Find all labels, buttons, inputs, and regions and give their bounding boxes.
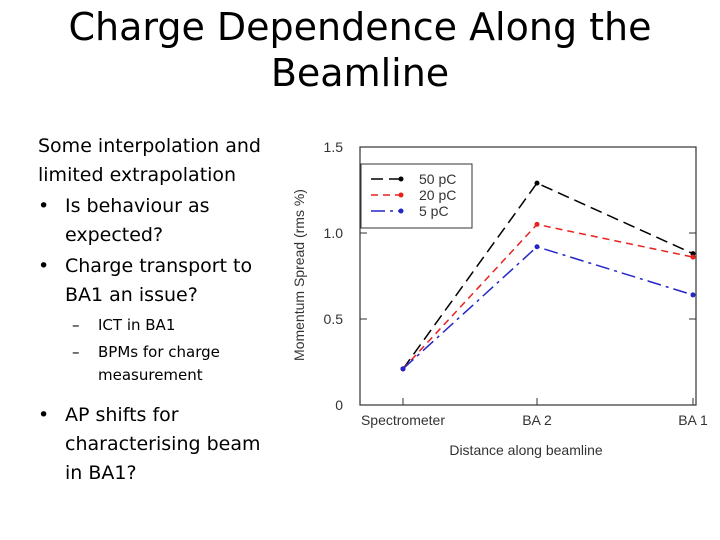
bullet-marker: • bbox=[38, 195, 50, 217]
bullet-marker: • bbox=[38, 404, 50, 426]
bullet-line-1: AP shifts for bbox=[65, 404, 179, 426]
y-tick-label: 0.5 bbox=[324, 311, 344, 327]
x-tick-label: BA 2 bbox=[522, 412, 552, 428]
subbullet-item: – BPMs for charge measurement bbox=[38, 341, 288, 387]
slide-title-line-2: Beamline bbox=[270, 51, 450, 95]
series-line bbox=[402, 223, 694, 370]
subbullet-line-2: measurement bbox=[98, 366, 203, 384]
intro-text: Some interpolation and limited extrapola… bbox=[38, 132, 288, 190]
data-point bbox=[400, 366, 406, 372]
subbullet-marker: – bbox=[72, 343, 80, 361]
bullet-line-1: Is behaviour as bbox=[65, 195, 210, 217]
plot-frame bbox=[359, 146, 697, 406]
data-point bbox=[690, 254, 696, 260]
y-tick-label: 0 bbox=[335, 397, 343, 413]
y-tick-label: 1.5 bbox=[324, 139, 344, 155]
data-point bbox=[690, 251, 696, 257]
data-point bbox=[534, 244, 540, 250]
legend-marker bbox=[398, 176, 404, 182]
bullet-line-3: in BA1? bbox=[65, 462, 137, 484]
subbullet-line-1: ICT in BA1 bbox=[98, 316, 176, 334]
x-axis-label: Distance along beamline bbox=[449, 442, 603, 458]
bullet-line-2: characterising beam bbox=[65, 433, 261, 455]
bullet-line-1: Charge transport to bbox=[65, 255, 253, 277]
intro-line-2: limited extrapolation bbox=[38, 164, 237, 186]
bullet-item: • Charge transport to BA1 an issue? bbox=[38, 252, 288, 310]
bullet-marker: • bbox=[38, 255, 50, 277]
y-tick-label: 1.0 bbox=[324, 225, 344, 241]
x-tick-label: BA 1 bbox=[678, 412, 708, 428]
intro-line-1: Some interpolation and bbox=[38, 135, 261, 157]
bullet-list: Some interpolation and limited extrapola… bbox=[38, 132, 288, 488]
legend-marker bbox=[398, 192, 404, 198]
subbullet-marker: – bbox=[72, 316, 80, 334]
legend-label: 5 pC bbox=[419, 203, 449, 219]
legend-label: 20 pC bbox=[419, 187, 456, 203]
series-line bbox=[402, 182, 694, 370]
subbullet-item: – ICT in BA1 bbox=[38, 314, 288, 337]
bullet-item: • Is behaviour as expected? bbox=[38, 192, 288, 250]
y-axis-label: Momentum Spread (rms %) bbox=[291, 189, 307, 361]
legend-marker bbox=[398, 208, 404, 214]
data-point bbox=[534, 221, 540, 227]
slide-title-line-1: Charge Dependence Along the bbox=[68, 5, 652, 49]
legend-label: 50 pC bbox=[419, 171, 456, 187]
bullet-item: • AP shifts for characterising beam in B… bbox=[38, 401, 288, 488]
bullet-line-2: BA1 an issue? bbox=[65, 284, 198, 306]
legend-box bbox=[360, 163, 473, 229]
data-point bbox=[690, 292, 696, 298]
bullet-line-2: expected? bbox=[65, 224, 164, 246]
data-point bbox=[534, 180, 540, 186]
x-tick-label: Spectrometer bbox=[361, 412, 445, 428]
subbullet-line-1: BPMs for charge bbox=[98, 343, 220, 361]
slide-title: Charge Dependence Along the Beamline bbox=[60, 4, 660, 96]
